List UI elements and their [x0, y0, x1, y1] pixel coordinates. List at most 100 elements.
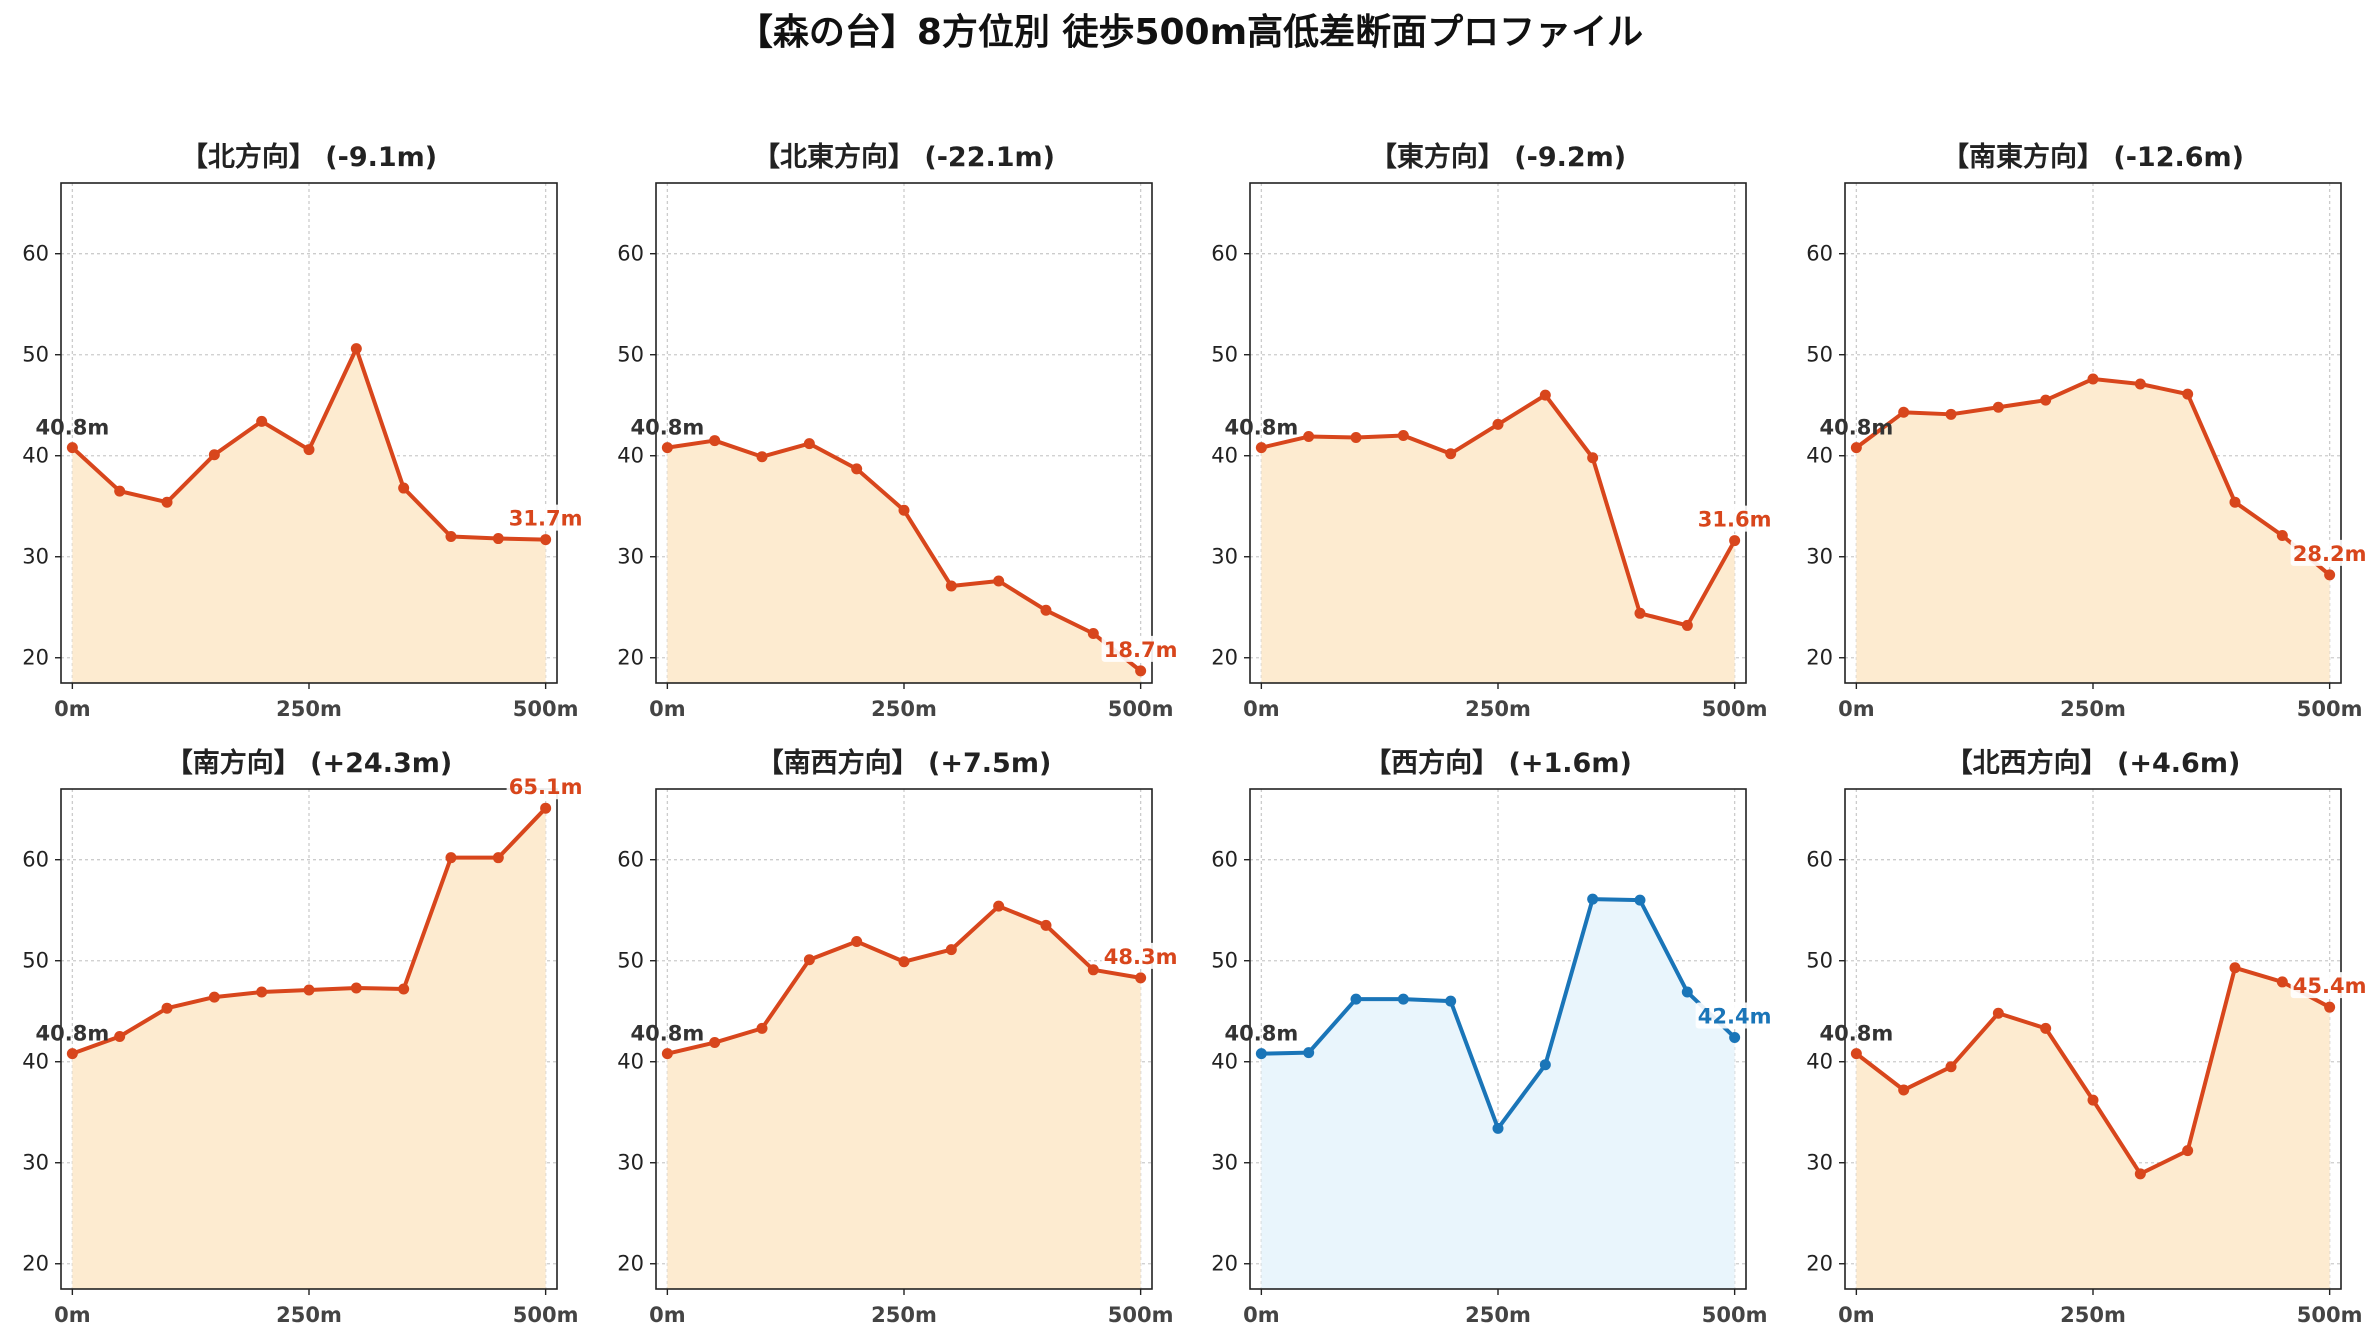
elevation-point: [1539, 1059, 1551, 1071]
elevation-area: [72, 348, 546, 683]
start-elevation-label: 40.8m: [1820, 1022, 1894, 1046]
elevation-point: [661, 442, 673, 454]
elevation-point: [114, 485, 126, 497]
elevation-point: [2087, 1094, 2099, 1106]
elevation-point: [1445, 995, 1457, 1007]
elevation-area: [667, 440, 1141, 683]
x-tick-label: 0m: [649, 1303, 686, 1327]
figure-title: 【森の台】8方位別 徒歩500m高低差断面プロファイル: [737, 12, 1643, 53]
elevation-point: [709, 435, 721, 447]
elevation-point: [993, 575, 1005, 587]
elevation-area: [1856, 378, 2330, 683]
elevation-point: [945, 580, 957, 592]
elevation-point: [1681, 619, 1693, 631]
start-elevation-label: 40.8m: [1225, 1022, 1299, 1046]
elevation-point: [1397, 993, 1409, 1005]
end-label-background: [506, 504, 585, 531]
elevation-area: [1856, 967, 2330, 1289]
end-label-background: [1695, 1002, 1774, 1029]
elevation-panel: 【北東方向】 (-22.1m) 20 30 40 50 60 0m 250m 500m 40.8m…: [617, 141, 1180, 721]
end-label-background: [506, 773, 585, 800]
elevation-panel: 【北方向】 (-9.1m) 20 30 40 50 60 0m 250m 500m 40.8m 31…: [22, 141, 585, 721]
elevation-point: [445, 852, 457, 864]
y-tick-label: 50: [617, 949, 644, 973]
y-tick-label: 40: [1806, 1050, 1833, 1074]
x-tick-label: 500m: [1702, 1303, 1768, 1327]
y-tick-label: 60: [617, 848, 644, 872]
y-tick-label: 60: [1806, 242, 1833, 266]
elevation-area: [1261, 395, 1735, 683]
y-tick-label: 30: [617, 1151, 644, 1175]
y-tick-label: 20: [617, 646, 644, 670]
y-tick-label: 40: [1211, 444, 1238, 468]
elevation-point: [1445, 448, 1457, 460]
panel-title: 【南方向】 (+24.3m): [166, 747, 452, 779]
x-tick-label: 0m: [54, 1303, 91, 1327]
elevation-point: [945, 944, 957, 956]
elevation-point: [2229, 962, 2241, 974]
elevation-point: [398, 983, 410, 995]
elevation-panel: 【西方向】 (+1.6m) 20 30 40 50 60 0m 250m 500m 40.8m 42…: [1211, 747, 1774, 1327]
y-tick-label: 60: [22, 848, 49, 872]
elevation-point: [303, 444, 315, 456]
elevation-point: [350, 982, 362, 994]
start-elevation-label: 40.8m: [36, 416, 110, 440]
x-tick-label: 0m: [54, 697, 91, 721]
elevation-point: [492, 852, 504, 864]
elevation-point: [1898, 406, 1910, 418]
x-tick-label: 0m: [1243, 1303, 1280, 1327]
elevation-point: [1634, 607, 1646, 619]
elevation-panel: 【南西方向】 (+7.5m) 20 30 40 50 60 0m 250m 500m 40.8m 4…: [617, 747, 1180, 1327]
elevation-point: [2040, 394, 2052, 406]
elevation-point: [1898, 1084, 1910, 1096]
elevation-point: [66, 1048, 78, 1060]
elevation-point: [1992, 401, 2004, 413]
elevation-point: [1350, 993, 1362, 1005]
y-tick-label: 20: [1211, 1252, 1238, 1276]
start-elevation-label: 40.8m: [631, 1022, 705, 1046]
elevation-point: [1087, 964, 1099, 976]
y-tick-label: 40: [617, 1050, 644, 1074]
x-tick-label: 250m: [1465, 1303, 1531, 1327]
y-tick-label: 40: [617, 444, 644, 468]
elevation-point: [2134, 1168, 2146, 1180]
x-tick-label: 0m: [1838, 697, 1875, 721]
elevation-point: [1087, 628, 1099, 640]
y-tick-label: 50: [1806, 949, 1833, 973]
y-tick-label: 20: [1211, 646, 1238, 670]
y-tick-label: 30: [1806, 545, 1833, 569]
x-tick-label: 250m: [276, 697, 342, 721]
end-elevation-label: 65.1m: [509, 775, 583, 799]
elevation-point: [2276, 530, 2288, 542]
end-label-background: [1695, 505, 1774, 532]
elevation-point: [445, 531, 457, 543]
start-elevation-label: 40.8m: [631, 416, 705, 440]
y-tick-label: 20: [22, 646, 49, 670]
y-tick-label: 60: [617, 242, 644, 266]
elevation-point: [1040, 604, 1052, 616]
panel-title: 【北西方向】 (+4.6m): [1946, 747, 2241, 779]
elevation-point: [492, 533, 504, 545]
x-tick-label: 0m: [1838, 1303, 1875, 1327]
y-tick-label: 30: [617, 545, 644, 569]
elevation-area: [667, 906, 1141, 1289]
y-tick-label: 40: [22, 444, 49, 468]
elevation-point: [1397, 430, 1409, 442]
elevation-point: [350, 343, 362, 355]
elevation-panel: 【南東方向】 (-12.6m) 20 30 40 50 60 0m 250m 500m 40.8m…: [1806, 141, 2369, 721]
elevation-point: [303, 984, 315, 996]
end-elevation-label: 45.4m: [2293, 974, 2367, 998]
elevation-point: [898, 956, 910, 968]
y-tick-label: 20: [22, 1252, 49, 1276]
y-tick-label: 30: [22, 545, 49, 569]
y-tick-label: 60: [1211, 848, 1238, 872]
elevation-point: [1945, 1061, 1957, 1073]
start-elevation-label: 40.8m: [1225, 416, 1299, 440]
end-elevation-label: 31.7m: [509, 507, 583, 531]
y-tick-label: 50: [22, 343, 49, 367]
x-tick-label: 0m: [1243, 697, 1280, 721]
elevation-point: [1539, 389, 1551, 401]
y-tick-label: 20: [1806, 646, 1833, 670]
elevation-panel: 【南方向】 (+24.3m) 20 30 40 50 60 0m 250m 500m 40.8m 6…: [22, 747, 585, 1327]
